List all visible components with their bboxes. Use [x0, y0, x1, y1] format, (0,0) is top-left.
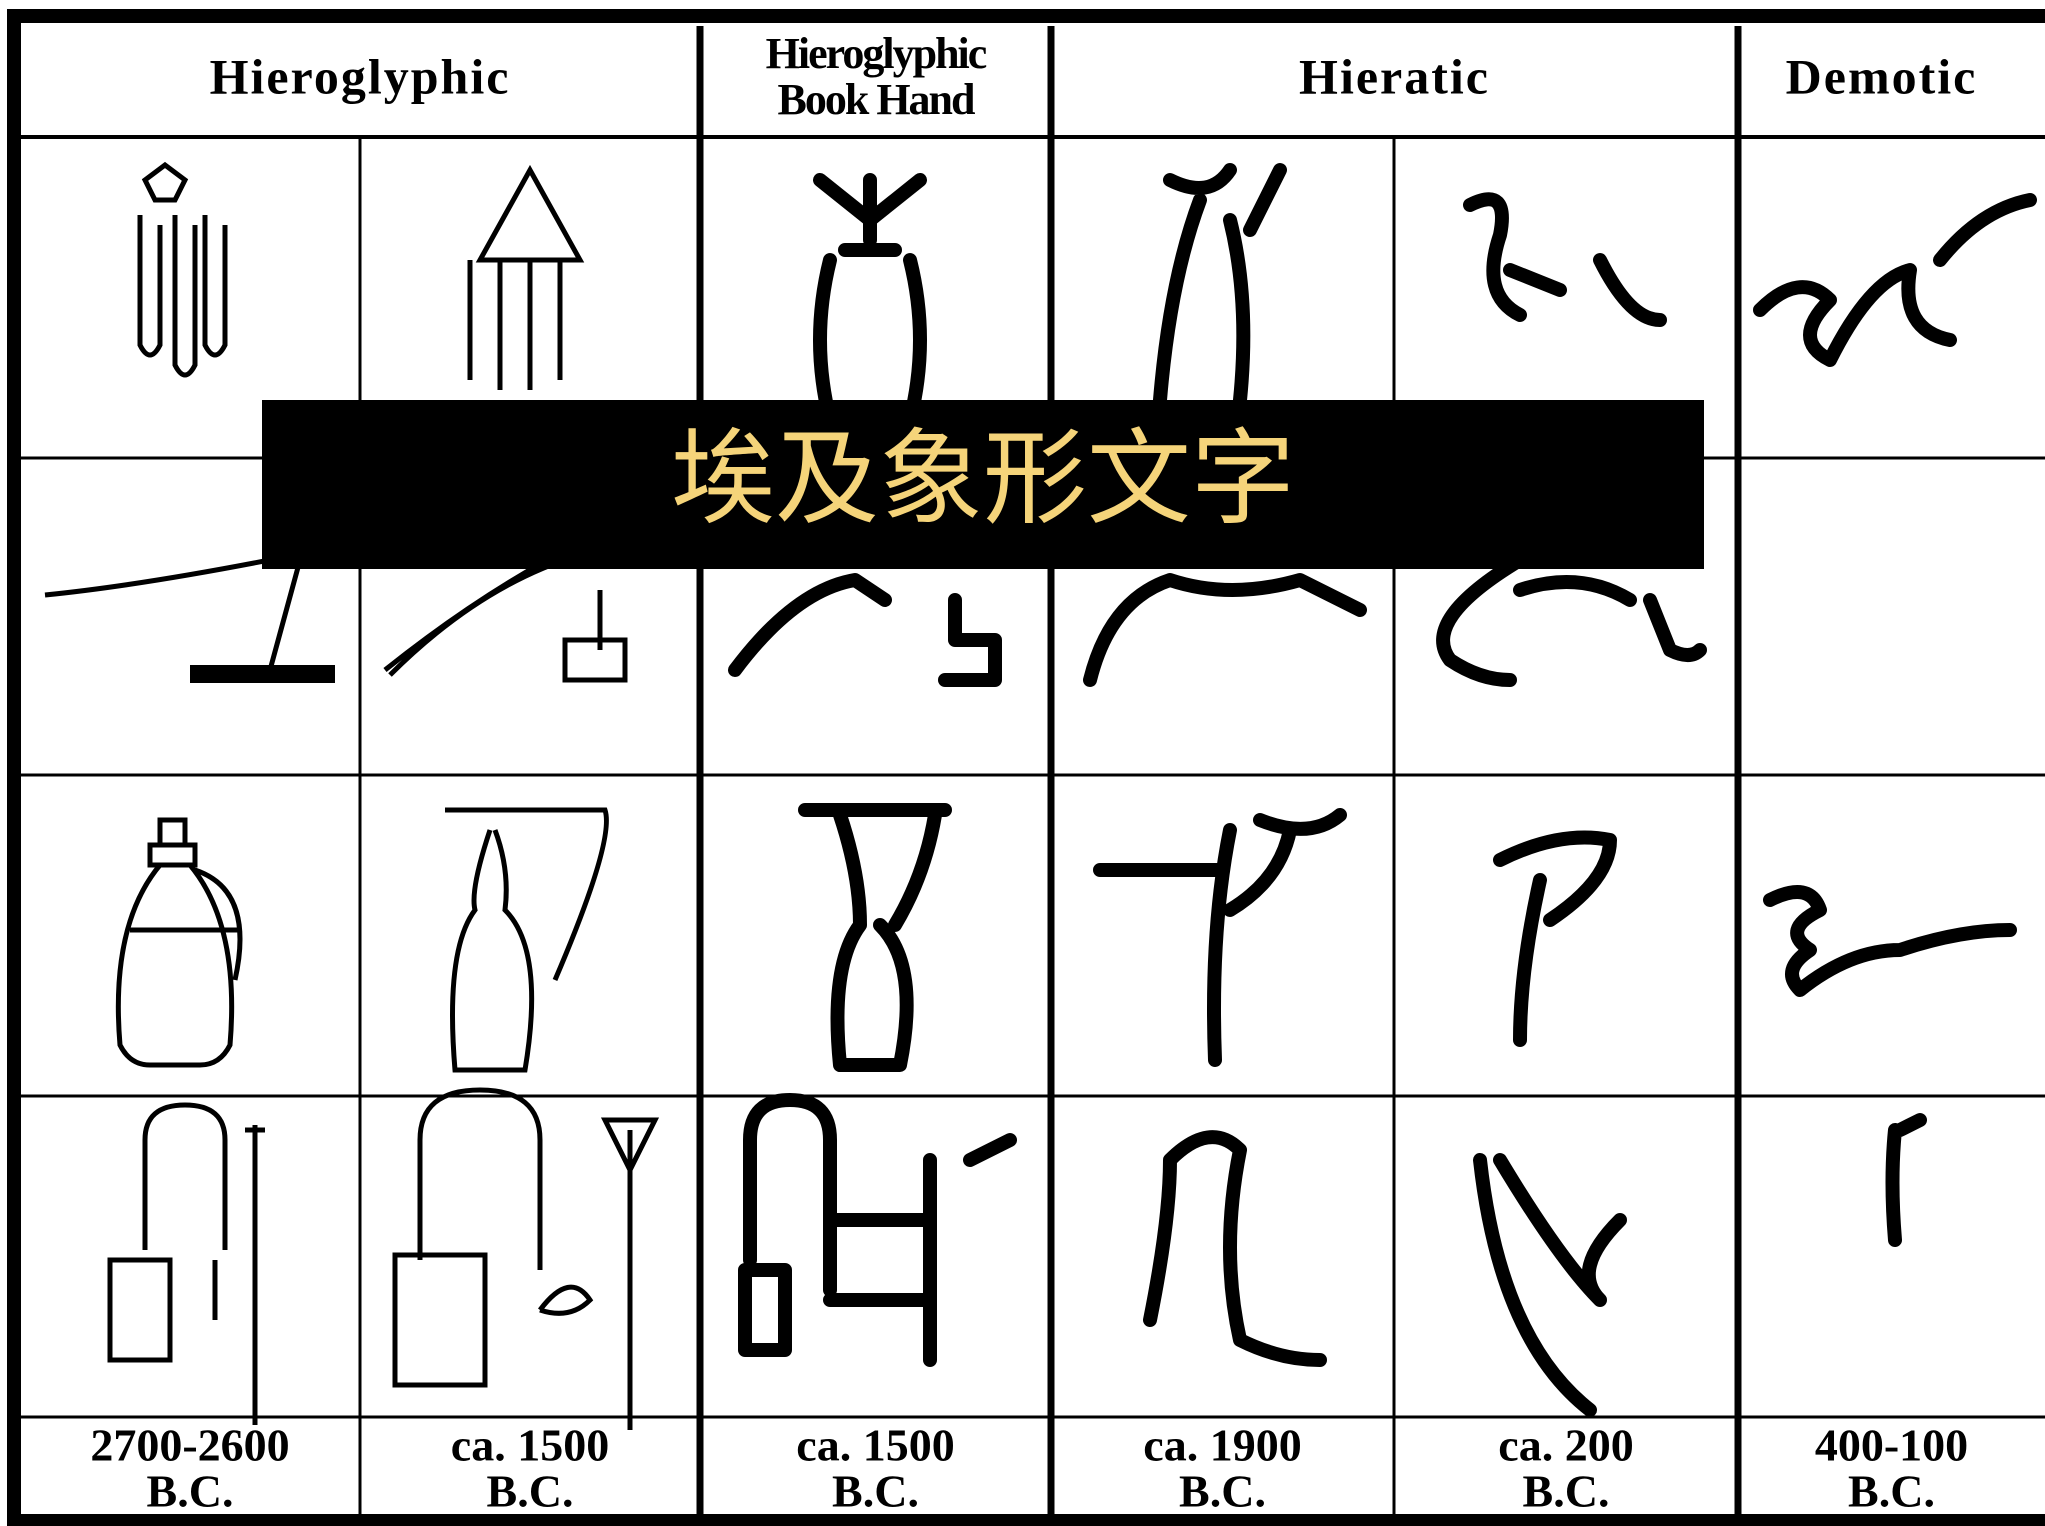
glyph: [1763, 885, 2017, 997]
title-banner: 埃及象形文字: [262, 400, 1704, 569]
column-header: Hieroglyphic: [766, 29, 987, 78]
glyph: [1143, 1130, 1327, 1367]
column-header: Hieroglyphic: [210, 48, 511, 104]
title-banner-bg: [262, 400, 1704, 569]
date-label: 2700-2600: [90, 1420, 289, 1471]
glyph: [728, 573, 1002, 687]
glyph: [1885, 1113, 1927, 1247]
date-label: B.C.: [487, 1466, 574, 1517]
glyph: [1083, 573, 1367, 687]
date-label: B.C.: [1848, 1466, 1935, 1517]
column-header: Hieratic: [1299, 48, 1490, 104]
date-label: B.C.: [832, 1466, 919, 1517]
glyph: [445, 807, 609, 1073]
glyph: [107, 1102, 265, 1425]
glyph: [1463, 192, 1667, 327]
date-label: ca. 1500: [796, 1420, 954, 1471]
glyph: [798, 803, 952, 1072]
glyph: [813, 173, 927, 427]
table-border: [7, 9, 2045, 1526]
glyph: [1153, 163, 1287, 407]
glyph: [467, 164, 585, 390]
glyph: [1436, 553, 1707, 687]
glyph: [1493, 830, 1617, 1047]
glyph: [1753, 193, 2037, 367]
glyph: [115, 817, 243, 1068]
date-label: ca. 200: [1498, 1420, 1633, 1471]
glyph: [137, 161, 228, 378]
glyph: [392, 1087, 660, 1430]
glyph: [44, 552, 303, 671]
glyph: [1093, 808, 1347, 1067]
date-label: 400-100: [1815, 1420, 1968, 1471]
glyphs: [44, 161, 2037, 1430]
glyph: [383, 537, 628, 683]
date-label: B.C.: [147, 1466, 234, 1517]
column-header: Demotic: [1786, 48, 1978, 104]
title: 埃及象形文字: [671, 417, 1295, 539]
date-label: B.C.: [1179, 1466, 1266, 1517]
glyph: [738, 1093, 1017, 1367]
date-label: ca. 1500: [451, 1420, 609, 1471]
glyph: [1473, 1153, 1627, 1417]
column-header: Book Hand: [778, 75, 976, 124]
date-label: ca. 1900: [1143, 1420, 1301, 1471]
date-label: B.C.: [1523, 1466, 1610, 1517]
glyph: [190, 665, 335, 683]
